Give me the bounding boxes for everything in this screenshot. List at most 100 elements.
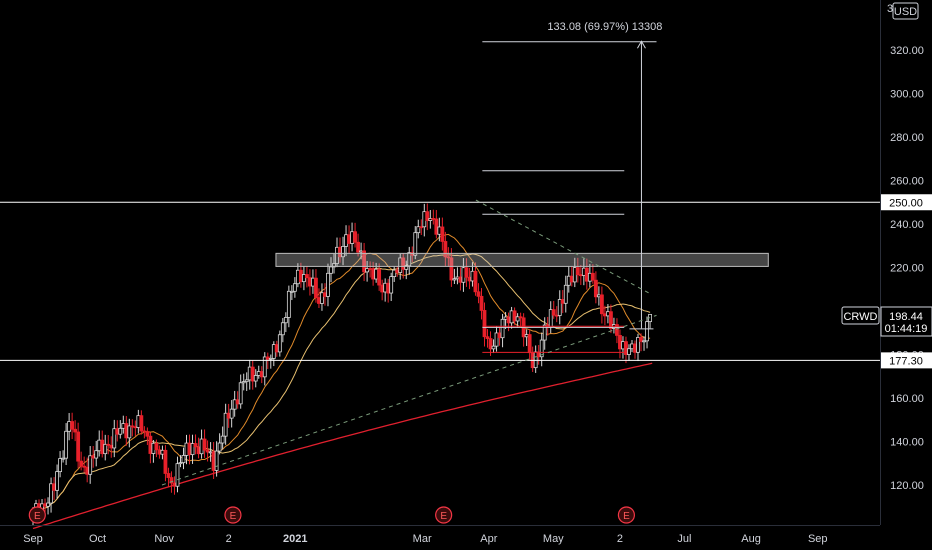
earnings-marker[interactable]: E bbox=[28, 506, 46, 524]
candle[interactable] bbox=[473, 262, 478, 296]
candle[interactable] bbox=[639, 333, 643, 352]
candle[interactable] bbox=[425, 203, 430, 231]
candle[interactable] bbox=[446, 247, 451, 267]
candle[interactable] bbox=[220, 426, 225, 450]
candle[interactable] bbox=[268, 354, 273, 369]
candle[interactable] bbox=[202, 429, 207, 458]
candle[interactable] bbox=[229, 400, 234, 428]
candle[interactable] bbox=[551, 300, 556, 319]
candle[interactable] bbox=[615, 318, 619, 344]
candle[interactable] bbox=[73, 420, 78, 442]
candle[interactable] bbox=[193, 434, 198, 455]
candle[interactable] bbox=[250, 360, 255, 390]
candle[interactable] bbox=[61, 450, 65, 463]
candle[interactable] bbox=[329, 257, 333, 283]
candle[interactable] bbox=[599, 286, 604, 324]
candle[interactable] bbox=[88, 446, 93, 484]
candle[interactable] bbox=[590, 264, 595, 284]
candle[interactable] bbox=[332, 253, 336, 274]
candle[interactable] bbox=[365, 260, 370, 282]
candle[interactable] bbox=[542, 317, 547, 350]
candle[interactable] bbox=[190, 434, 195, 464]
candle[interactable] bbox=[305, 266, 309, 288]
candle[interactable] bbox=[407, 246, 412, 275]
candle[interactable] bbox=[627, 344, 631, 361]
candle[interactable] bbox=[118, 420, 123, 439]
candle[interactable] bbox=[320, 283, 324, 311]
candle[interactable] bbox=[139, 410, 144, 435]
ma-short-line[interactable] bbox=[32, 233, 651, 511]
candle[interactable] bbox=[262, 352, 267, 386]
candle[interactable] bbox=[485, 329, 490, 348]
candle[interactable] bbox=[645, 316, 649, 349]
candle[interactable] bbox=[286, 285, 291, 328]
candle[interactable] bbox=[289, 285, 294, 301]
candle[interactable] bbox=[280, 318, 285, 343]
candle[interactable] bbox=[515, 313, 520, 328]
candle[interactable] bbox=[292, 277, 297, 298]
candle[interactable] bbox=[94, 440, 99, 467]
earnings-marker[interactable]: E bbox=[617, 506, 636, 524]
candle[interactable] bbox=[452, 268, 457, 285]
candle[interactable] bbox=[76, 422, 81, 469]
candle[interactable] bbox=[419, 219, 424, 236]
candle[interactable] bbox=[127, 418, 132, 448]
candle[interactable] bbox=[449, 248, 454, 287]
candle[interactable] bbox=[479, 288, 484, 320]
candle[interactable] bbox=[314, 269, 318, 303]
candle[interactable] bbox=[232, 390, 237, 417]
candle[interactable] bbox=[154, 439, 159, 458]
candle[interactable] bbox=[46, 497, 50, 515]
candle[interactable] bbox=[238, 374, 243, 409]
candle[interactable] bbox=[55, 464, 59, 499]
candle[interactable] bbox=[440, 217, 445, 251]
candle[interactable] bbox=[70, 412, 75, 440]
candle[interactable] bbox=[283, 312, 288, 333]
currency-badge[interactable]: USD bbox=[892, 2, 919, 20]
candle[interactable] bbox=[253, 369, 258, 388]
candle[interactable] bbox=[82, 456, 87, 473]
candle[interactable] bbox=[244, 372, 249, 391]
candle[interactable] bbox=[575, 257, 580, 283]
candle[interactable] bbox=[106, 435, 111, 455]
candle[interactable] bbox=[217, 433, 222, 455]
upper-trendline[interactable] bbox=[475, 199, 651, 295]
candle[interactable] bbox=[326, 263, 330, 307]
candle[interactable] bbox=[181, 447, 186, 470]
candle[interactable] bbox=[476, 283, 481, 304]
candle[interactable] bbox=[49, 477, 53, 513]
candle[interactable] bbox=[443, 231, 448, 267]
candle[interactable] bbox=[464, 258, 469, 287]
candle[interactable] bbox=[145, 427, 150, 446]
candle[interactable] bbox=[223, 403, 228, 445]
earnings-marker[interactable]: E bbox=[435, 506, 453, 524]
candle[interactable] bbox=[178, 455, 183, 468]
candle[interactable] bbox=[353, 222, 357, 248]
candle[interactable] bbox=[389, 272, 394, 302]
candle[interactable] bbox=[518, 312, 523, 327]
candle[interactable] bbox=[58, 451, 62, 478]
time-axis[interactable]: Sep Oct Nov 2 2021 Mar Apr May 2 Jul Aug Sep bbox=[23, 533, 827, 545]
candle[interactable] bbox=[163, 445, 168, 482]
candle[interactable] bbox=[362, 242, 367, 282]
ma-mid-line[interactable] bbox=[32, 253, 651, 511]
candle[interactable] bbox=[205, 440, 210, 462]
resistance-zone[interactable] bbox=[275, 252, 769, 267]
candle[interactable] bbox=[341, 236, 345, 266]
candle[interactable] bbox=[482, 302, 487, 347]
candle[interactable] bbox=[636, 333, 640, 362]
candle[interactable] bbox=[103, 434, 108, 461]
candle[interactable] bbox=[392, 266, 397, 282]
candle[interactable] bbox=[356, 233, 360, 257]
candle[interactable] bbox=[416, 219, 421, 239]
lower-trendline[interactable] bbox=[161, 314, 657, 486]
candle[interactable] bbox=[277, 330, 282, 357]
candle[interactable] bbox=[557, 290, 562, 325]
candle[interactable] bbox=[404, 260, 409, 280]
candle[interactable] bbox=[642, 336, 646, 351]
candle[interactable] bbox=[609, 304, 613, 334]
candle[interactable] bbox=[112, 419, 117, 458]
candle[interactable] bbox=[79, 451, 84, 471]
candle[interactable] bbox=[241, 373, 246, 391]
candle[interactable] bbox=[175, 456, 180, 493]
